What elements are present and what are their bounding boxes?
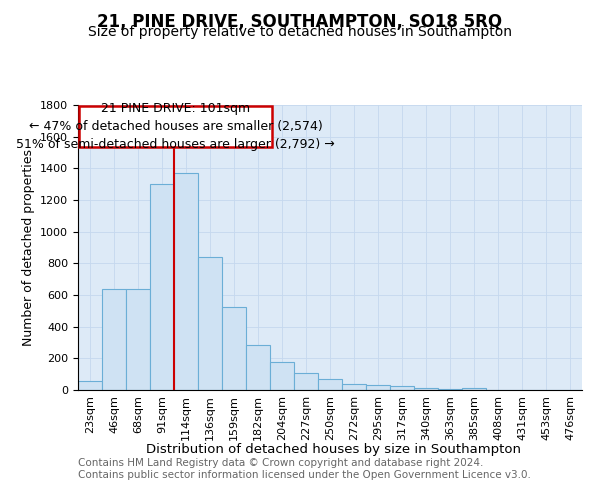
- Bar: [342, 384, 366, 390]
- Bar: [294, 372, 318, 390]
- Text: 21 PINE DRIVE: 101sqm
← 47% of detached houses are smaller (2,574)
51% of semi-d: 21 PINE DRIVE: 101sqm ← 47% of detached …: [16, 102, 335, 151]
- Bar: [438, 388, 462, 390]
- Bar: [462, 388, 486, 390]
- FancyBboxPatch shape: [79, 106, 272, 147]
- Bar: [318, 379, 342, 390]
- Bar: [222, 307, 246, 390]
- Bar: [246, 345, 270, 390]
- Text: Contains HM Land Registry data © Crown copyright and database right 2024.
Contai: Contains HM Land Registry data © Crown c…: [78, 458, 531, 480]
- Bar: [150, 184, 174, 390]
- Bar: [390, 386, 414, 390]
- Y-axis label: Number of detached properties: Number of detached properties: [22, 149, 35, 346]
- Bar: [198, 257, 222, 390]
- Bar: [414, 388, 438, 390]
- Bar: [174, 173, 198, 390]
- Text: Size of property relative to detached houses in Southampton: Size of property relative to detached ho…: [88, 25, 512, 39]
- Text: Distribution of detached houses by size in Southampton: Distribution of detached houses by size …: [146, 442, 521, 456]
- Bar: [366, 385, 390, 390]
- Bar: [102, 288, 126, 390]
- Bar: [270, 362, 294, 390]
- Bar: [126, 288, 150, 390]
- Text: 21, PINE DRIVE, SOUTHAMPTON, SO18 5RQ: 21, PINE DRIVE, SOUTHAMPTON, SO18 5RQ: [97, 12, 503, 30]
- Bar: [78, 380, 102, 390]
